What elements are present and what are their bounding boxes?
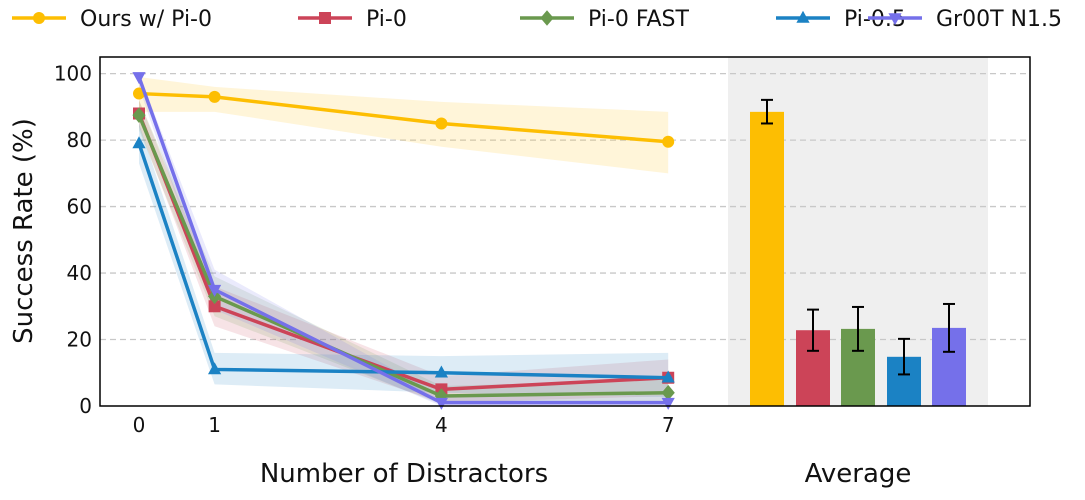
confidence-band bbox=[139, 123, 669, 398]
y-axis-label: Success Rate (%) bbox=[9, 118, 39, 344]
marker-triangle-down bbox=[132, 72, 146, 85]
marker-diamond bbox=[434, 388, 448, 404]
x-tick-label: 4 bbox=[435, 413, 448, 437]
marker-triangle-down bbox=[888, 13, 902, 26]
series-path bbox=[137, 142, 669, 380]
legend-item: Pi-0 bbox=[298, 7, 407, 32]
x-axis-label: Number of Distractors bbox=[260, 459, 548, 489]
legend-label: Ours w/ Pi-0 bbox=[80, 7, 212, 32]
marker-triangle-down bbox=[661, 397, 675, 410]
y-tick-label: 100 bbox=[54, 62, 92, 86]
y-tick-label: 0 bbox=[79, 394, 92, 418]
legend-label: Pi-0 bbox=[366, 7, 407, 32]
legend-item: Ours w/ Pi-0 bbox=[12, 7, 212, 32]
series-path bbox=[138, 91, 669, 144]
x-tick-label: 7 bbox=[662, 413, 675, 437]
marker-circle bbox=[662, 135, 675, 148]
marker-circle bbox=[208, 90, 221, 103]
marker-triangle-up bbox=[208, 362, 222, 375]
y-tick-label: 40 bbox=[67, 261, 92, 285]
confidence-band bbox=[139, 76, 669, 174]
average-label: Average bbox=[805, 459, 912, 489]
error-bar bbox=[852, 305, 864, 352]
series-path bbox=[137, 76, 669, 405]
marker-diamond bbox=[132, 107, 146, 123]
legend-label: Gr00T N1.5 bbox=[936, 7, 1062, 32]
x-tick-label: 1 bbox=[208, 413, 221, 437]
marker-triangle-up bbox=[434, 365, 448, 378]
marker-circle bbox=[435, 117, 448, 130]
legend-item: Pi-0 FAST bbox=[520, 7, 689, 32]
error-bar bbox=[761, 98, 773, 125]
error-bar bbox=[943, 302, 955, 353]
y-tick-label: 60 bbox=[67, 195, 92, 219]
legend: Ours w/ Pi-0Pi-0Pi-0 FASTPi-0.5Gr00T N1.… bbox=[12, 7, 1062, 32]
marker-triangle-down bbox=[434, 397, 448, 410]
error-bar bbox=[898, 337, 910, 376]
marker-circle bbox=[33, 12, 45, 24]
series-line bbox=[132, 136, 675, 383]
marker-square bbox=[208, 300, 221, 313]
plot-frame bbox=[99, 56, 1031, 407]
marker-square bbox=[319, 12, 331, 24]
series-line bbox=[132, 72, 675, 410]
marker-triangle-up bbox=[132, 136, 146, 149]
legend-label: Pi-0 FAST bbox=[588, 7, 689, 32]
marker-diamond bbox=[661, 384, 675, 401]
x-tick-label: 0 bbox=[133, 413, 146, 437]
series-line bbox=[133, 87, 675, 148]
marker-triangle-up bbox=[661, 370, 675, 383]
error-bar bbox=[807, 308, 819, 352]
marker-diamond bbox=[540, 10, 554, 26]
y-tick-label: 20 bbox=[67, 328, 92, 352]
average-bar bbox=[750, 111, 784, 406]
y-tick-label: 80 bbox=[67, 128, 92, 152]
marker-triangle-down bbox=[208, 284, 222, 297]
legend-item: Gr00T N1.5 bbox=[868, 7, 1062, 32]
marker-triangle-up bbox=[796, 10, 810, 23]
